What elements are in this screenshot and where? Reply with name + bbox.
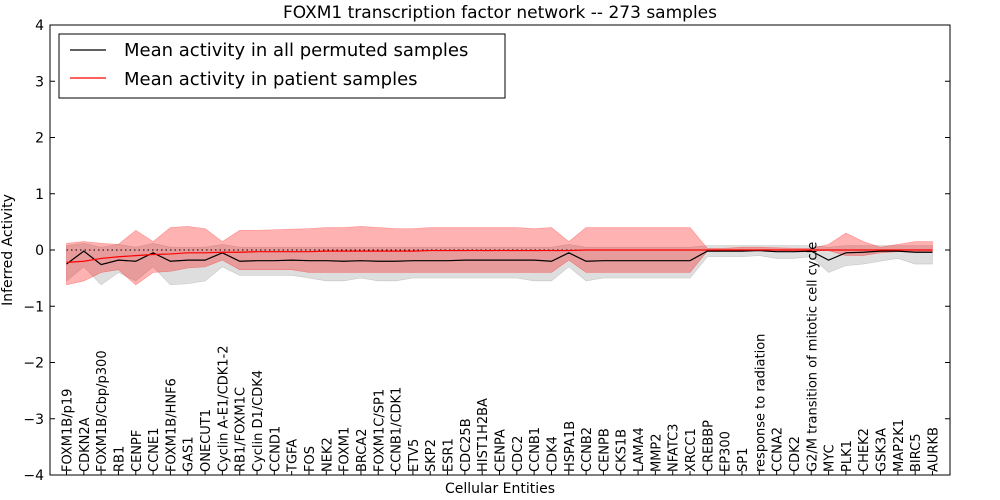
x-tick-label: Cyclin D1/CDK4 bbox=[251, 370, 266, 472]
x-tick-label: GSK3A bbox=[875, 428, 890, 472]
x-tick-label: SP1 bbox=[736, 448, 751, 472]
plot-area: 4 3 2 1 0 −1 −2 −3 −4 FOXM1B/p19 CDKN2A FOXM1B/Cbp/… bbox=[23, 18, 951, 484]
x-tick-label: RB1 bbox=[112, 446, 127, 472]
y-tick-label: −2 bbox=[23, 356, 44, 372]
x-tick-label: ETV5 bbox=[407, 439, 422, 472]
x-tick-label: FOXM1B/HNF6 bbox=[164, 378, 179, 472]
x-tick-label: FOXM1B/p19 bbox=[61, 389, 76, 472]
chart-title: FOXM1 transcription factor network -- 27… bbox=[283, 3, 717, 23]
x-tick-label: NEK2 bbox=[320, 437, 335, 472]
x-tick-label: ONECUT1 bbox=[199, 409, 214, 472]
y-axis-label: Inferred Activity bbox=[0, 194, 16, 306]
x-tick-label: CCNE1 bbox=[147, 428, 162, 472]
x-tick-label: FOS bbox=[303, 446, 318, 472]
x-tick-label: MMP2 bbox=[649, 433, 664, 472]
x-tick-label: CDK2 bbox=[788, 436, 803, 472]
x-tick-label: CCNB1/CDK1 bbox=[390, 387, 405, 472]
x-tick-label: AURKB bbox=[927, 427, 942, 472]
x-tick-label: Cyclin A-E1/CDK1-2 bbox=[216, 345, 231, 472]
x-tick-label: LAMA4 bbox=[632, 427, 647, 472]
x-tick-label: CDC25B bbox=[459, 418, 474, 472]
x-tick-label: TGFA bbox=[286, 439, 301, 473]
x-tick-label: CENPB bbox=[597, 428, 612, 472]
x-tick-label: CCNA2 bbox=[771, 427, 786, 472]
x-tick-label: CHEK2 bbox=[857, 428, 872, 472]
y-tick-label: −4 bbox=[23, 468, 44, 484]
x-tick-label: GAS1 bbox=[182, 437, 197, 473]
x-tick-label: response to radiation bbox=[753, 334, 768, 472]
x-axis-label: Cellular Entities bbox=[445, 481, 555, 497]
x-tick-label: G2/M transition of mitotic cell cycle bbox=[805, 242, 820, 472]
x-tick-label: CREBBP bbox=[701, 420, 716, 472]
band-permuted bbox=[66, 242, 933, 286]
y-tick-label: 2 bbox=[35, 131, 44, 147]
x-tick-label: HIST1H2BA bbox=[476, 398, 491, 472]
x-tick-label: BRCA2 bbox=[355, 428, 370, 472]
legend-label-patient: Mean activity in patient samples bbox=[124, 69, 418, 90]
x-tick-label: CCNB1 bbox=[528, 427, 543, 472]
x-tick-label: FOXM1B/Cbp/p300 bbox=[95, 350, 110, 472]
x-tick-label: CCND1 bbox=[268, 426, 283, 472]
x-tick-label: CENPA bbox=[494, 429, 509, 472]
legend-label-permuted: Mean activity in all permuted samples bbox=[124, 40, 468, 61]
x-tick-label: PLK1 bbox=[840, 440, 855, 472]
x-tick-label: CCNB2 bbox=[580, 427, 595, 472]
x-tick-label: ESR1 bbox=[442, 438, 457, 472]
x-tick-label: EP300 bbox=[719, 431, 734, 472]
x-tick-label: BIRC5 bbox=[909, 434, 924, 473]
y-tick-label: 1 bbox=[35, 187, 44, 203]
x-tick-label: NFATC3 bbox=[667, 424, 682, 472]
x-tick-label: CKS1B bbox=[615, 429, 630, 472]
x-tick-label: MAP2K1 bbox=[892, 419, 907, 472]
legend: Mean activity in all permuted samples Me… bbox=[58, 33, 506, 99]
x-tick-label: FOXM1 bbox=[338, 427, 353, 472]
x-tick-label: XRCC1 bbox=[684, 428, 699, 472]
x-tick-label: CDKN2A bbox=[78, 417, 93, 472]
line-patient-mean bbox=[66, 249, 933, 263]
x-tick-label: CDC2 bbox=[511, 436, 526, 472]
y-tick-label: 4 bbox=[35, 18, 44, 34]
y-tick-label: 3 bbox=[35, 74, 44, 90]
x-tick-label: HSPA1B bbox=[563, 421, 578, 472]
y-tick-label: −1 bbox=[23, 299, 44, 315]
legend-box bbox=[58, 33, 506, 99]
y-tick-label: 0 bbox=[35, 243, 44, 259]
x-tick-label: RB1/FOXM1C bbox=[234, 387, 249, 472]
x-tick-label: FOXM1C/SP1 bbox=[372, 389, 387, 472]
x-tick-label: CENPF bbox=[130, 430, 145, 472]
x-tick-label: MYC bbox=[823, 444, 838, 472]
x-tick-label: SKP2 bbox=[424, 439, 439, 472]
y-tick-label: −3 bbox=[23, 412, 44, 428]
x-tick-label: CDK4 bbox=[545, 436, 560, 472]
line-permuted-mean bbox=[66, 249, 933, 266]
